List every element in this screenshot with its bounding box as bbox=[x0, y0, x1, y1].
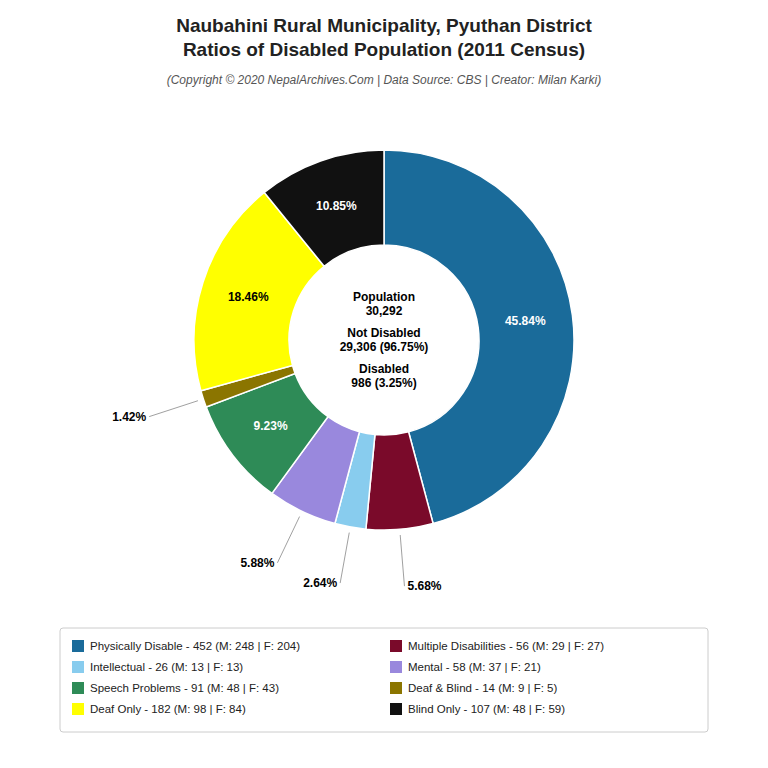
legend-label: Speech Problems - 91 (M: 48 | F: 43) bbox=[90, 682, 279, 694]
data-label: 2.64% bbox=[303, 576, 337, 590]
legend-label: Mental - 58 (M: 37 | F: 21) bbox=[408, 661, 541, 673]
annotation: Disabled bbox=[359, 362, 409, 376]
legend-swatch bbox=[72, 640, 84, 652]
legend-item: Physically Disable - 452 (M: 248 | F: 20… bbox=[72, 640, 300, 652]
legend-swatch bbox=[390, 682, 402, 694]
data-label: 10.85% bbox=[316, 199, 357, 213]
data-label: 5.88% bbox=[240, 556, 274, 570]
leader-line bbox=[149, 401, 198, 417]
legend-swatch bbox=[72, 703, 84, 715]
legend-item: Intellectual - 26 (M: 13 | F: 13) bbox=[72, 661, 243, 673]
leader-line bbox=[277, 517, 299, 563]
chart: Naubahini Rural Municipality, Pyuthan Di… bbox=[0, 0, 768, 768]
title: Naubahini Rural Municipality, Pyuthan Di… bbox=[176, 15, 592, 36]
slices bbox=[194, 150, 574, 530]
legend-swatch bbox=[390, 661, 402, 673]
center-text: Population30,292 Not Disabled29,306 (96.7… bbox=[340, 290, 429, 390]
annotation: Population bbox=[353, 290, 415, 304]
legend-label: Blind Only - 107 (M: 48 | F: 59) bbox=[408, 703, 565, 715]
legend-label: Deaf Only - 182 (M: 98 | F: 84) bbox=[90, 703, 246, 715]
annotation: Not Disabled bbox=[347, 326, 420, 340]
annotation: 30,292 bbox=[366, 304, 403, 318]
legend-swatch bbox=[390, 640, 402, 652]
legend-label: Intellectual - 26 (M: 13 | F: 13) bbox=[90, 661, 243, 673]
legend-label: Multiple Disabilities - 56 (M: 29 | F: 2… bbox=[408, 640, 604, 652]
data-labels: 45.84% 5.68% 2.64% 5.88% 9.23% 1.42% 18.46% 10.… bbox=[112, 199, 546, 593]
legend-swatch bbox=[390, 703, 402, 715]
data-label: 9.23% bbox=[254, 419, 288, 433]
legend-item: Multiple Disabilities - 56 (M: 29 | F: 2… bbox=[390, 640, 604, 652]
leader-line bbox=[340, 533, 349, 583]
legend-frame bbox=[60, 628, 708, 732]
annotation: 986 (3.25%) bbox=[351, 376, 416, 390]
title: Ratios of Disabled Population (2011 Cens… bbox=[183, 39, 585, 60]
data-label: 18.46% bbox=[228, 290, 269, 304]
data-label: 45.84% bbox=[505, 314, 546, 328]
legend-label: Deaf & Blind - 14 (M: 9 | F: 5) bbox=[408, 682, 558, 694]
slice bbox=[366, 432, 433, 530]
legend: Physically Disable - 452 (M: 248 | F: 20… bbox=[60, 628, 708, 732]
legend-label: Physically Disable - 452 (M: 248 | F: 20… bbox=[90, 640, 300, 652]
legend-item: Mental - 58 (M: 37 | F: 21) bbox=[390, 661, 541, 673]
subtitle: (Copyright © 2020 NepalArchives.Com | Da… bbox=[167, 73, 602, 87]
legend-swatch bbox=[72, 682, 84, 694]
data-label: 5.68% bbox=[407, 579, 441, 593]
slice bbox=[264, 150, 384, 266]
annotation: 29,306 (96.75%) bbox=[340, 340, 429, 354]
legend-swatch bbox=[72, 661, 84, 673]
legend-item: Speech Problems - 91 (M: 48 | F: 43) bbox=[72, 682, 279, 694]
leader-line bbox=[400, 535, 404, 586]
legend-item: Deaf & Blind - 14 (M: 9 | F: 5) bbox=[390, 682, 558, 694]
plot: 45.84% 5.68% 2.64% 5.88% 9.23% 1.42% 18.46% 10.… bbox=[112, 150, 574, 593]
legend-item: Deaf Only - 182 (M: 98 | F: 84) bbox=[72, 703, 246, 715]
legend-item: Blind Only - 107 (M: 48 | F: 59) bbox=[390, 703, 565, 715]
data-label: 1.42% bbox=[112, 410, 146, 424]
